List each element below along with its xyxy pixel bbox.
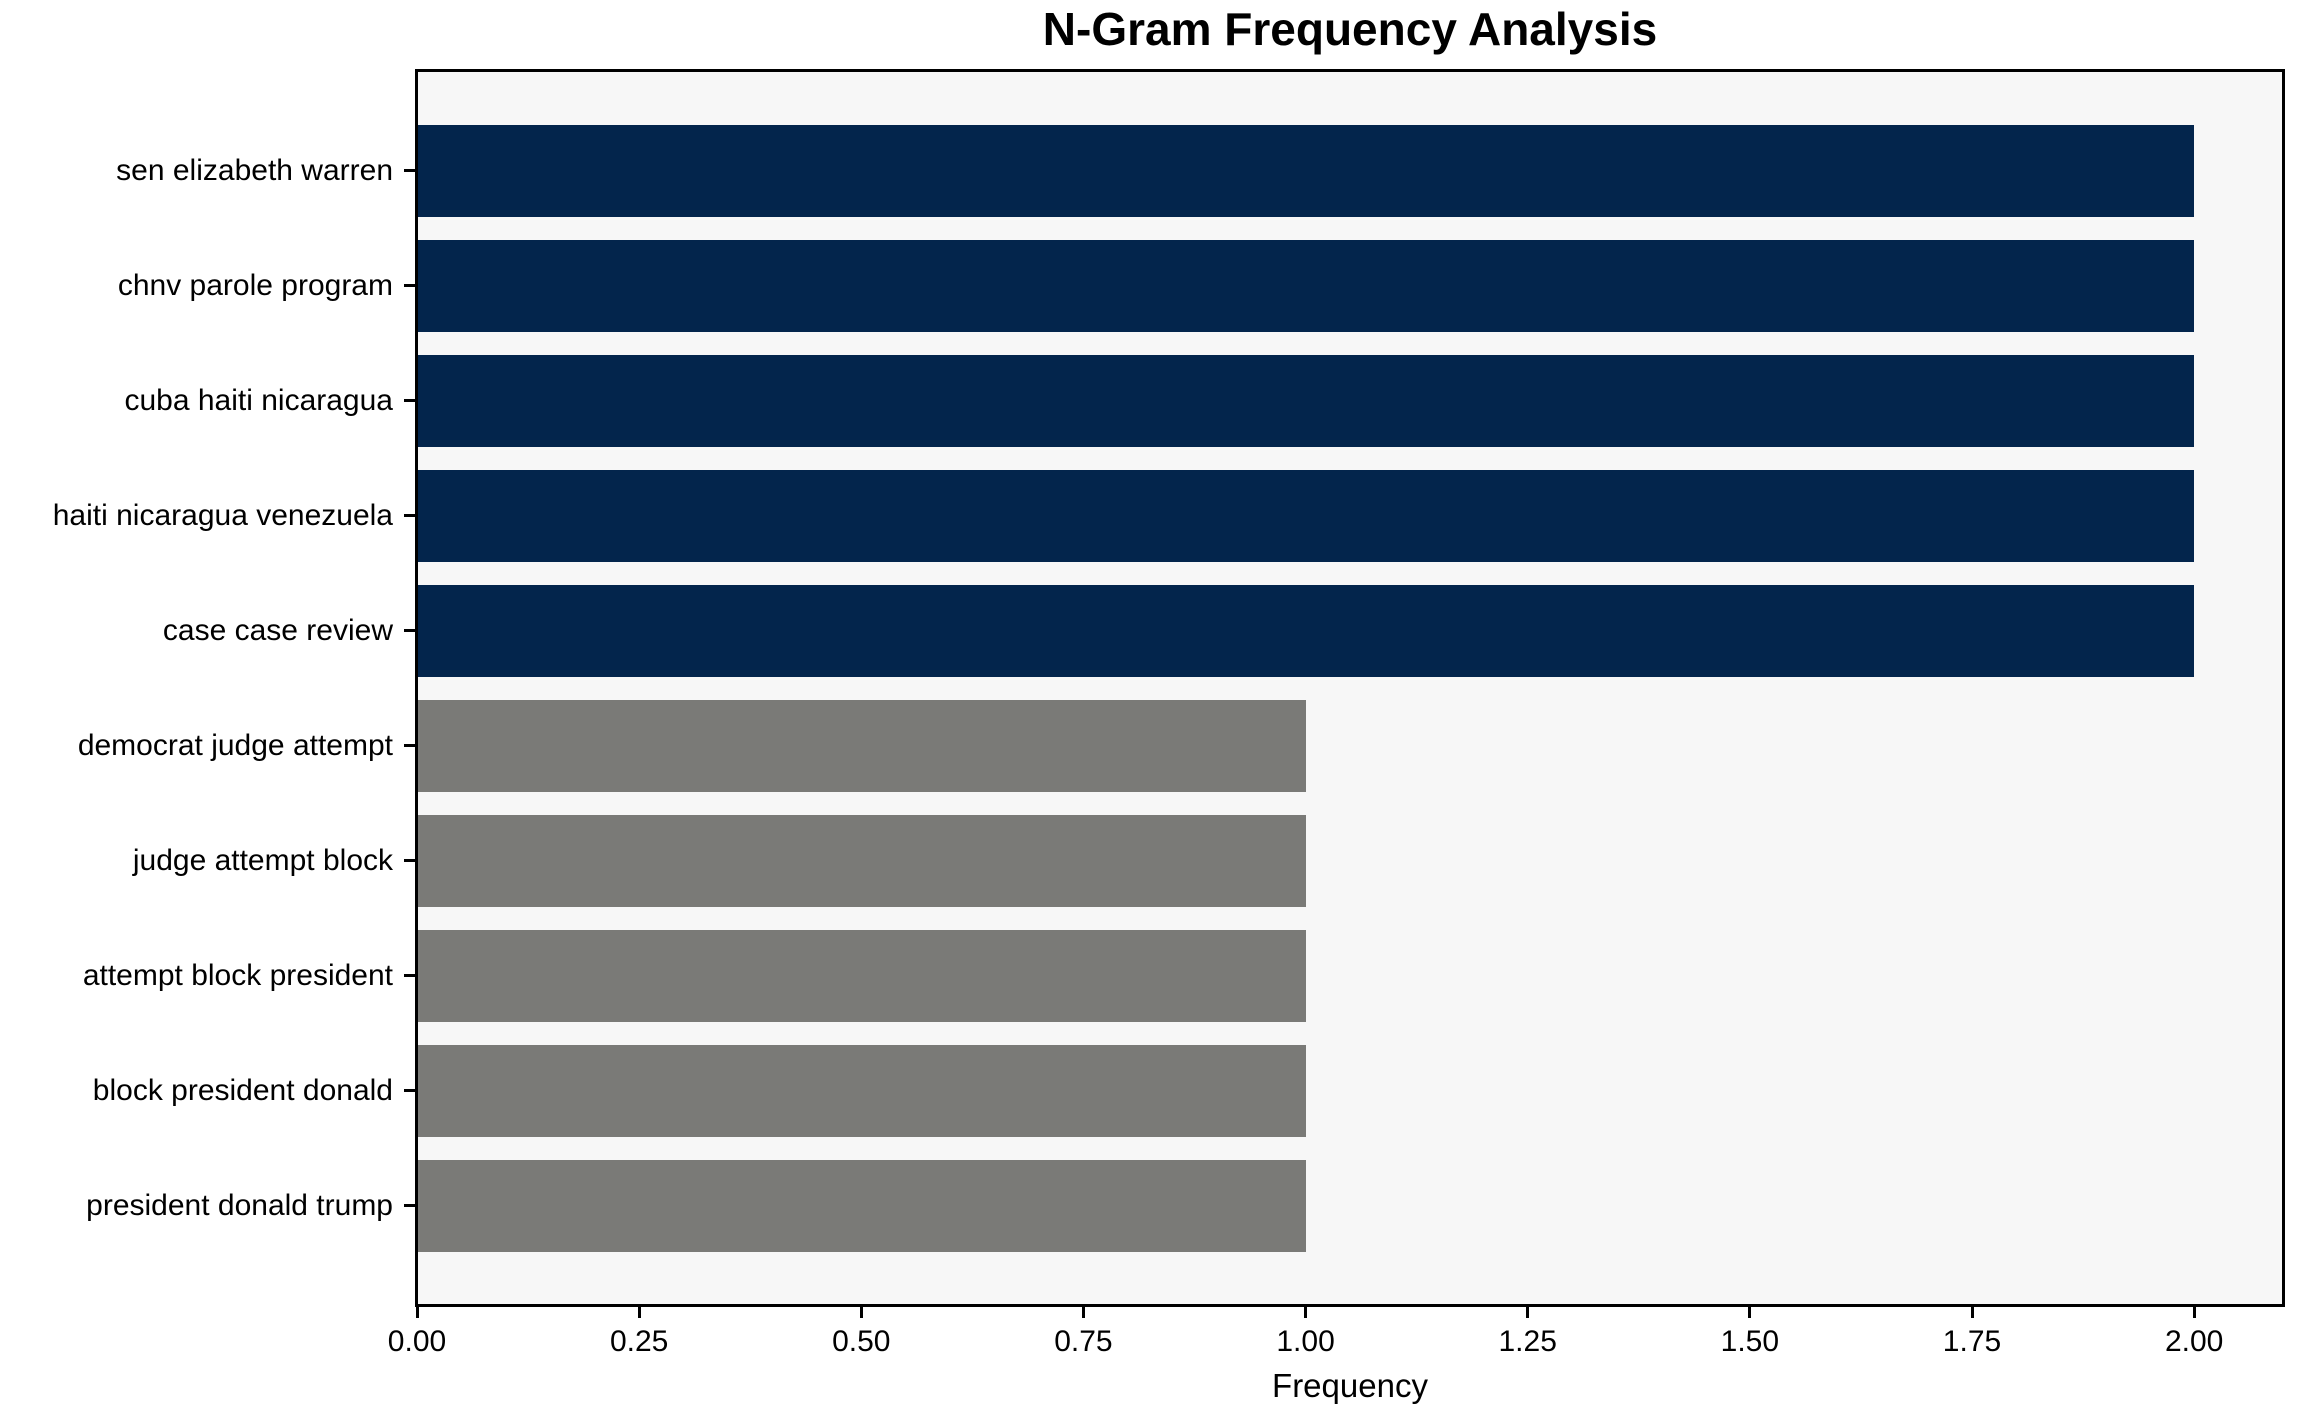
chart-title: N-Gram Frequency Analysis	[1042, 3, 1658, 55]
x-tick-label: 1.75	[1942, 1325, 2002, 1358]
x-tick-label: 0.25	[609, 1325, 669, 1358]
x-tick-mark	[637, 1305, 641, 1318]
y-tick-mark	[404, 169, 416, 172]
bar	[417, 124, 2195, 217]
x-tick-mark	[1526, 1305, 1530, 1318]
bar	[417, 354, 2195, 447]
x-tick-label: 2.00	[2164, 1325, 2224, 1358]
y-tick-label: sen elizabeth warren	[116, 153, 393, 187]
y-tick-label: democrat judge attempt	[77, 728, 393, 762]
y-tick-mark	[404, 974, 416, 977]
x-tick-label: 0.50	[832, 1325, 891, 1358]
bar	[417, 1159, 1306, 1252]
y-tick-mark	[404, 1204, 416, 1207]
x-tick-mark	[1970, 1305, 1974, 1318]
x-tick-mark	[859, 1305, 863, 1318]
y-tick-label: judge attempt block	[132, 843, 393, 877]
x-tick-label: 1.00	[1276, 1325, 1335, 1358]
y-tick-label: haiti nicaragua venezuela	[52, 498, 393, 532]
y-tick-mark	[404, 284, 416, 287]
bar	[417, 814, 1306, 907]
y-tick-label: attempt block president	[82, 958, 393, 992]
x-tick-label: 0.00	[387, 1325, 447, 1358]
bar	[417, 929, 1306, 1022]
y-tick-mark	[404, 744, 416, 747]
x-tick-mark	[2192, 1305, 2196, 1318]
x-tick-mark	[415, 1305, 419, 1318]
x-tick-label: 0.75	[1054, 1325, 1113, 1358]
bar	[417, 699, 1306, 792]
bar	[417, 1044, 1306, 1137]
bar	[417, 469, 2195, 562]
bar	[417, 239, 2195, 332]
x-tick-mark	[1304, 1305, 1308, 1318]
y-tick-mark	[404, 1089, 416, 1092]
bars-layer	[417, 71, 2283, 1305]
y-tick-mark	[404, 399, 416, 402]
x-tick-mark	[1748, 1305, 1752, 1318]
y-tick-label: block president donald	[92, 1073, 393, 1107]
y-tick-label: chnv parole program	[117, 268, 393, 302]
y-tick-label: president donald trump	[86, 1188, 393, 1222]
x-tick-label: 1.50	[1720, 1325, 1780, 1358]
bar	[417, 584, 2195, 677]
y-tick-mark	[404, 629, 416, 632]
x-tick-label: 1.25	[1498, 1325, 1557, 1358]
x-tick-mark	[1081, 1305, 1085, 1318]
y-tick-mark	[404, 514, 416, 517]
y-tick-label: cuba haiti nicaragua	[124, 383, 393, 417]
y-tick-mark	[404, 859, 416, 862]
x-axis-label: Frequency	[1272, 1367, 1428, 1404]
y-tick-label: case case review	[162, 613, 393, 647]
